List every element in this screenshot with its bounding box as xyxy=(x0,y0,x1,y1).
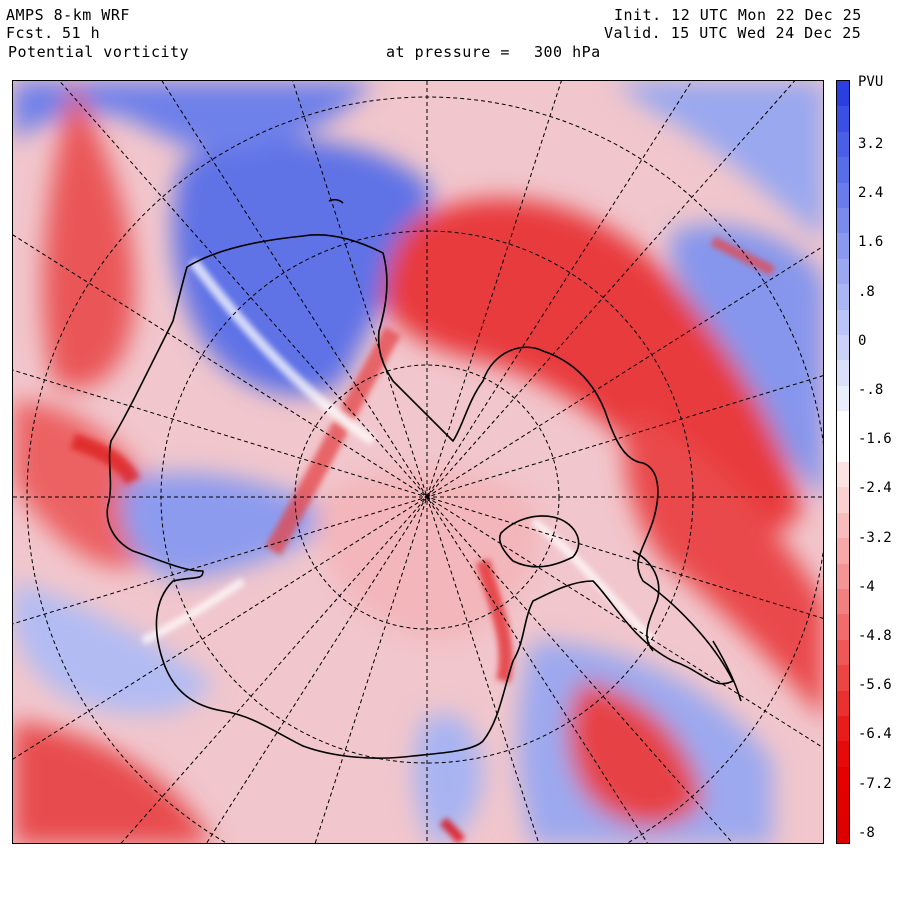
init-time: Init. 12 UTC Mon 22 Dec 25 xyxy=(614,6,862,24)
colorbar-segment xyxy=(837,106,849,133)
colorbar-tick-label: 3.2 xyxy=(858,136,884,152)
colorbar-segment xyxy=(837,792,849,819)
red-spot-bottom xyxy=(439,817,466,843)
colorbar-tick-label: -4.8 xyxy=(858,628,892,644)
colorbar-segment xyxy=(837,436,849,463)
colorbar-segment xyxy=(837,589,849,615)
colorbar-tick-label: -8 xyxy=(858,824,875,841)
colorbar-segment xyxy=(837,335,849,361)
colorbar xyxy=(836,80,850,844)
colorbar-segment xyxy=(837,385,849,412)
forecast-label: Fcst. xyxy=(6,24,54,42)
colorbar-segment xyxy=(837,131,849,158)
colorbar-segment xyxy=(837,258,849,285)
colorbar-tick-label: 0 xyxy=(858,332,867,349)
forecast-hours: 51 h xyxy=(62,24,101,42)
colorbar-segment xyxy=(837,665,849,692)
model-title: AMPS 8-km WRF xyxy=(6,6,130,24)
colorbar-segment xyxy=(837,309,849,336)
red-region-bottom-left xyxy=(13,721,212,843)
colorbar-segment xyxy=(837,411,849,438)
colorbar-tick-label: -6.4 xyxy=(858,726,892,743)
red-band-left-upper xyxy=(42,81,135,389)
colorbar-segment xyxy=(837,284,849,311)
level-label: at pressure = xyxy=(386,43,510,61)
field-name: Potential vorticity xyxy=(8,43,190,61)
island-1 xyxy=(328,198,344,204)
colorbar-segment xyxy=(837,81,849,107)
colorbar-segment xyxy=(837,614,849,641)
map-panel xyxy=(12,80,824,844)
colorbar-segment xyxy=(837,690,849,717)
colorbar-segment xyxy=(837,741,849,768)
pv-field-map xyxy=(13,81,823,843)
red-streak-top-right xyxy=(710,236,776,276)
colorbar-segment xyxy=(837,462,849,488)
colorbar-tick-label: .8 xyxy=(858,283,875,300)
ice-shelf-inner xyxy=(498,515,580,568)
peninsula-coast xyxy=(632,550,660,652)
white-filament-3 xyxy=(141,577,246,645)
red-region-right-band xyxy=(625,411,823,719)
white-filament-2 xyxy=(530,517,656,644)
colorbar-tick-label: -3.2 xyxy=(858,529,892,546)
colorbar-segment xyxy=(837,766,849,793)
red-filament-1 xyxy=(265,326,401,556)
colorbar-tick-label: 1.6 xyxy=(858,234,884,251)
colorbar-tick-label: -4 xyxy=(858,578,875,595)
colorbar-segment xyxy=(837,157,849,184)
colorbar-segment xyxy=(837,233,849,260)
colorbar-segment xyxy=(837,512,849,539)
colorbar-segment xyxy=(837,538,849,565)
colorbar-segment xyxy=(837,639,849,666)
colorbar-tick-label: -2.4 xyxy=(858,480,892,497)
antarctica-coast xyxy=(106,234,734,759)
meridian-h xyxy=(314,81,562,843)
level-value: 300 hPa xyxy=(534,43,601,61)
blue-tongue-bottom xyxy=(414,713,483,843)
meridian-j xyxy=(120,81,796,843)
coastline xyxy=(106,198,742,759)
colorbar-unit: PVU xyxy=(858,74,884,90)
colorbar-tick-label: -5.6 xyxy=(858,677,892,694)
colorbar-tick-label: -7.2 xyxy=(858,775,892,792)
colorbar-tick-label: -1.6 xyxy=(858,431,892,448)
colorbar-segment xyxy=(837,360,849,387)
blue-band-left-lower xyxy=(13,581,213,715)
blue-region-top-edge xyxy=(13,81,373,154)
blue-region-right xyxy=(670,224,823,500)
peninsula-islands xyxy=(712,640,742,702)
blue-region-top-right xyxy=(613,81,823,240)
white-filament-1 xyxy=(189,257,376,446)
colorbar-tick-label: -.8 xyxy=(858,382,884,398)
colorbar-segment xyxy=(837,208,849,234)
pv-filaments xyxy=(70,236,776,843)
red-filament-2 xyxy=(476,559,513,683)
colorbar-segment xyxy=(837,182,849,209)
colorbar-tick-label: 2.4 xyxy=(858,185,884,202)
valid-time: Valid. 15 UTC Wed 24 Dec 25 xyxy=(604,24,862,42)
colorbar-segment xyxy=(837,716,849,742)
colorbar-segment xyxy=(837,817,849,844)
colorbar-segment xyxy=(837,487,849,514)
red-vortex-bottom-right xyxy=(568,681,703,827)
colorbar-segment xyxy=(837,563,849,590)
red-region-ridge xyxy=(383,198,803,533)
blue-region-upper-left xyxy=(172,139,433,396)
